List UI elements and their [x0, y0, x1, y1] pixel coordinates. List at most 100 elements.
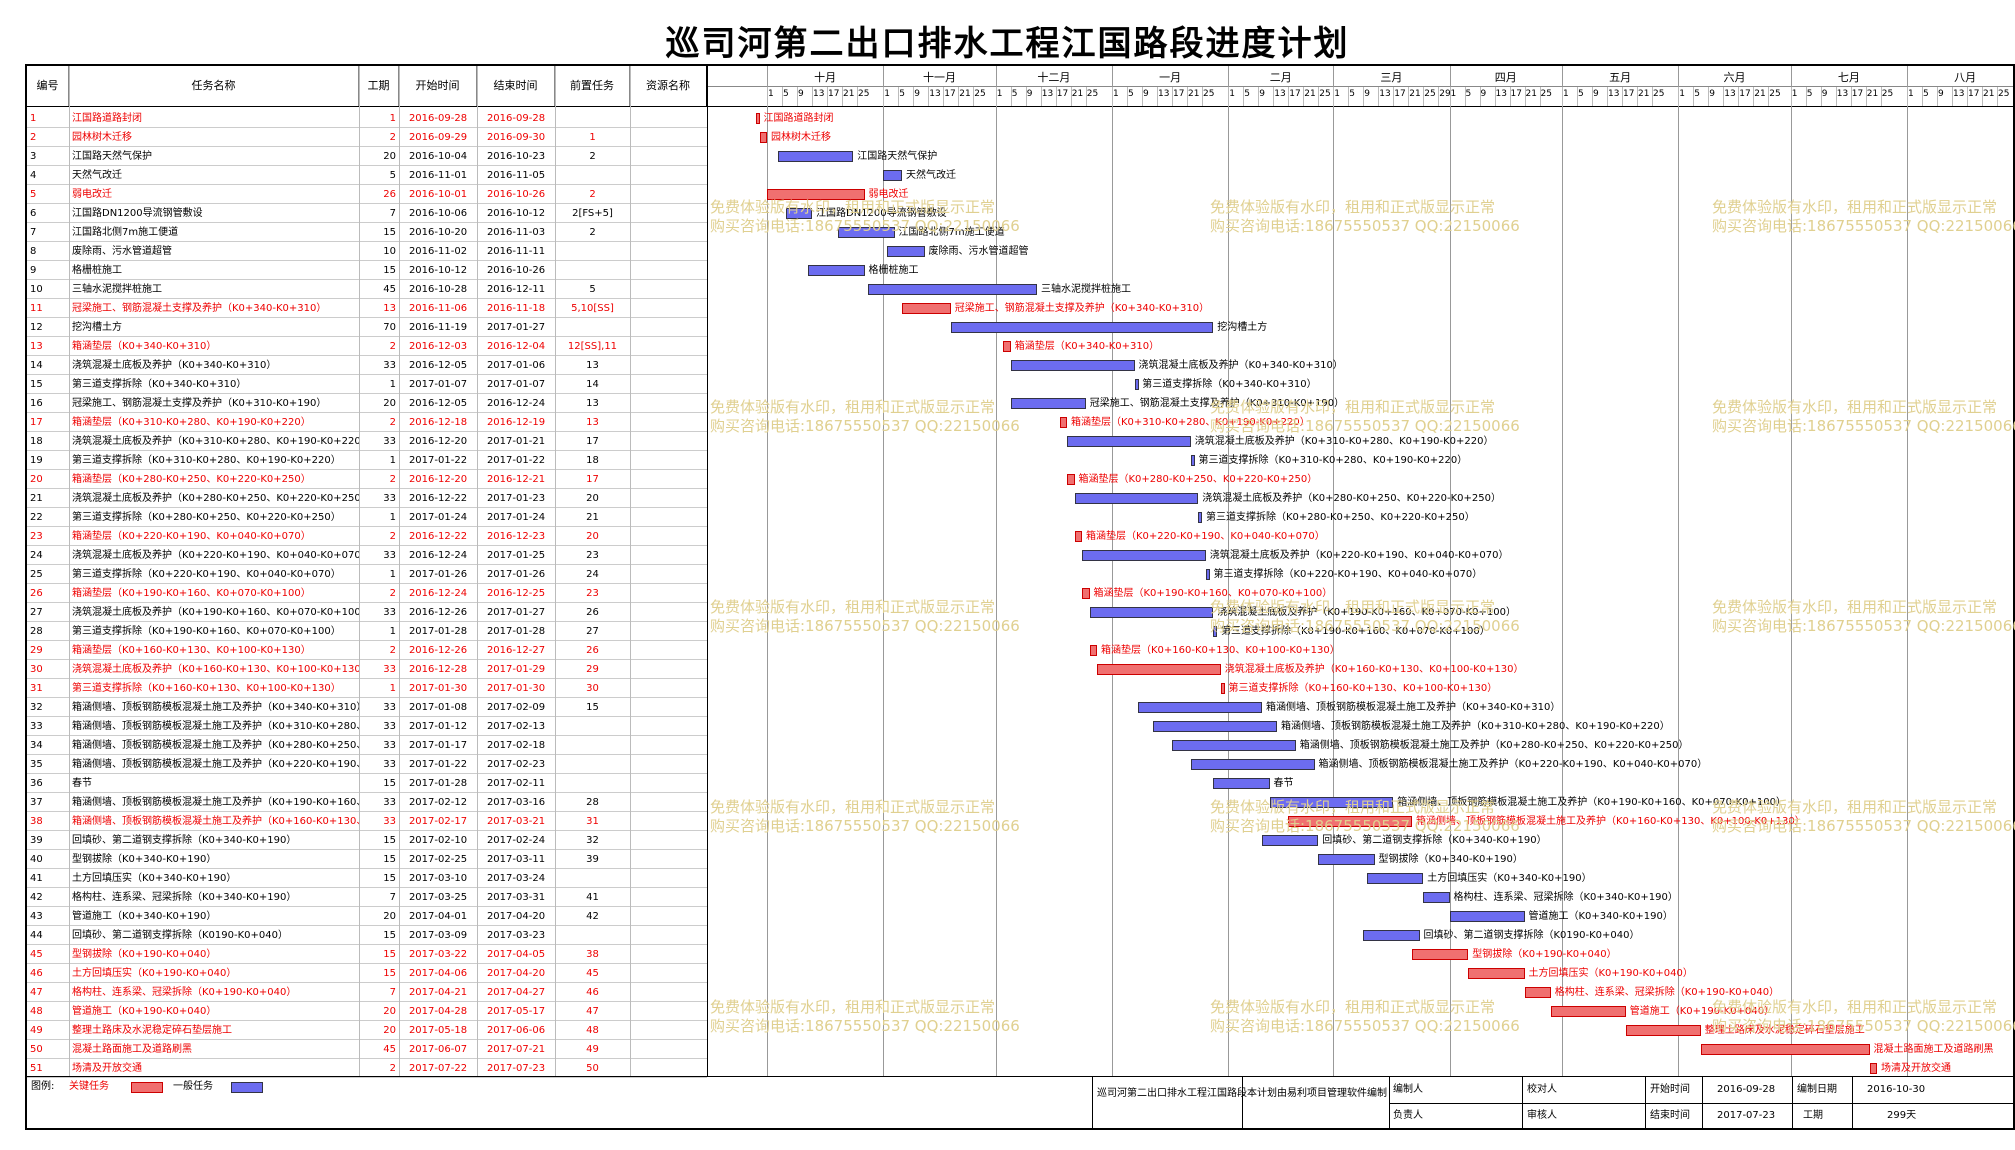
gantt-bar[interactable]	[838, 227, 895, 238]
table-row[interactable]: 35 箱涵侧墙、顶板钢筋模板混凝土施工及养护（K0+220-K0+190、K0+0…	[27, 755, 707, 774]
table-row[interactable]: 11 冠梁施工、钢筋混凝土支撑及养护（K0+340-K0+310） 13 2016-1…	[27, 299, 707, 318]
table-row[interactable]: 42 格构柱、连系梁、冠梁拆除（K0+340-K0+190） 7 2017-03-25…	[27, 888, 707, 907]
gantt-bar[interactable]	[1190, 759, 1315, 770]
table-row[interactable]: 50 混凝土路面施工及道路刷黑 45 2017-06-07 2017-07-21 49	[27, 1040, 707, 1059]
gantt-bar[interactable]	[1220, 683, 1225, 694]
table-row[interactable]: 34 箱涵侧墙、顶板钢筋模板混凝土施工及养护（K0+280-K0+250、K0+2…	[27, 736, 707, 755]
gantt-bar[interactable]	[1172, 740, 1296, 751]
gantt-bar[interactable]	[1550, 1006, 1626, 1017]
table-row[interactable]: 51 场清及开放交通 2 2017-07-22 2017-07-23 50	[27, 1059, 707, 1078]
gantt-bar[interactable]	[1138, 702, 1262, 713]
gantt-bar[interactable]	[1468, 968, 1525, 979]
table-row[interactable]: 6 江国路DN1200导流钢管敷设 7 2016-10-06 2016-10-12 2[F…	[27, 204, 707, 223]
table-row[interactable]: 39 回填砂、第二道钢支撑拆除（K0+340-K0+190） 15 2017-02-1…	[27, 831, 707, 850]
gantt-bar[interactable]	[883, 170, 902, 181]
table-row[interactable]: 41 土方回填压实（K0+340-K0+190） 15 2017-03-10 2017-…	[27, 869, 707, 888]
gantt-bar[interactable]	[1089, 645, 1097, 656]
gantt-bar[interactable]	[1010, 398, 1086, 409]
gantt-bar[interactable]	[1423, 892, 1450, 903]
table-row[interactable]: 5 弱电改迁 26 2016-10-01 2016-10-26 2	[27, 185, 707, 204]
table-row[interactable]: 22 第三道支撑拆除（K0+280-K0+250、K0+220-K0+250） 1 2…	[27, 508, 707, 527]
table-row[interactable]: 19 第三道支撑拆除（K0+310-K0+280、K0+190-K0+220） 1 2…	[27, 451, 707, 470]
table-row[interactable]: 9 格栅桩施工 15 2016-10-12 2016-10-26	[27, 261, 707, 280]
table-row[interactable]: 32 箱涵侧墙、顶板钢筋模板混凝土施工及养护（K0+340-K0+310） 33 20…	[27, 698, 707, 717]
gantt-bar[interactable]	[1700, 1044, 1870, 1055]
table-row[interactable]: 29 箱涵垫层（K0+160-K0+130、K0+100-K0+130） 2 2016…	[27, 641, 707, 660]
table-row[interactable]: 17 箱涵垫层（K0+310-K0+280、K0+190-K0+220） 2 2016…	[27, 413, 707, 432]
table-row[interactable]: 30 浇筑混凝土底板及养护（K0+160-K0+130、K0+100-K0+130…	[27, 660, 707, 679]
table-row[interactable]: 18 浇筑混凝土底板及养护（K0+310-K0+280、K0+190-K0+220…	[27, 432, 707, 451]
table-row[interactable]: 15 第三道支撑拆除（K0+340-K0+310） 1 2017-01-07 2017-…	[27, 375, 707, 394]
gantt-bar[interactable]	[808, 265, 865, 276]
table-row[interactable]: 12 挖沟槽土方 70 2016-11-19 2017-01-27	[27, 318, 707, 337]
table-row[interactable]: 3 江国路天然气保护 20 2016-10-04 2016-10-23 2	[27, 147, 707, 166]
table-row[interactable]: 46 土方回填压实（K0+190-K0+040） 15 2017-04-06 2017-…	[27, 964, 707, 983]
gantt-bar[interactable]	[1363, 930, 1420, 941]
table-row[interactable]: 33 箱涵侧墙、顶板钢筋模板混凝土施工及养护（K0+310-K0+280、K0+1…	[27, 717, 707, 736]
gantt-bar[interactable]	[785, 208, 812, 219]
gantt-bar[interactable]	[1198, 512, 1203, 523]
table-row[interactable]: 26 箱涵垫层（K0+190-K0+160、K0+070-K0+100） 2 2016…	[27, 584, 707, 603]
gantt-bar[interactable]	[1412, 949, 1469, 960]
table-row[interactable]: 21 浇筑混凝土底板及养护（K0+280-K0+250、K0+220-K0+250…	[27, 489, 707, 508]
gantt-bar[interactable]	[1003, 341, 1011, 352]
gantt-bar[interactable]	[1089, 607, 1214, 618]
table-row[interactable]: 48 管道施工（K0+190-K0+040） 20 2017-04-28 2017-05…	[27, 1002, 707, 1021]
gantt-bar[interactable]	[1082, 550, 1206, 561]
table-row[interactable]: 28 第三道支撑拆除（K0+190-K0+160、K0+070-K0+100） 1 2…	[27, 622, 707, 641]
gantt-bar[interactable]	[1367, 873, 1424, 884]
gantt-bar[interactable]	[1067, 436, 1191, 447]
gantt-bar[interactable]	[1269, 797, 1394, 808]
gantt-bar[interactable]	[887, 246, 925, 257]
table-row[interactable]: 14 浇筑混凝土底板及养护（K0+340-K0+310） 33 2016-12-05 2…	[27, 356, 707, 375]
gantt-bar[interactable]	[1318, 854, 1375, 865]
table-row[interactable]: 37 箱涵侧墙、顶板钢筋模板混凝土施工及养护（K0+190-K0+160、K0+0…	[27, 793, 707, 812]
table-row[interactable]: 40 型钢拔除（K0+340-K0+190） 15 2017-02-25 2017-03…	[27, 850, 707, 869]
gantt-bar[interactable]	[1869, 1063, 1877, 1074]
table-row[interactable]: 49 整理土路床及水泥稳定碎石垫层施工 20 2017-05-18 2017-06-06…	[27, 1021, 707, 1040]
table-row[interactable]: 2 园林树木迁移 2 2016-09-29 2016-09-30 1	[27, 128, 707, 147]
gantt-bar[interactable]	[1262, 835, 1319, 846]
table-row[interactable]: 13 箱涵垫层（K0+340-K0+310） 2 2016-12-03 2016-12-…	[27, 337, 707, 356]
gantt-bar[interactable]	[1134, 379, 1139, 390]
gantt-bar[interactable]	[1097, 664, 1221, 675]
gantt-bar[interactable]	[1524, 987, 1551, 998]
table-row[interactable]: 44 回填砂、第二道钢支撑拆除（K0190-K0+040） 15 2017-03-09…	[27, 926, 707, 945]
table-row[interactable]: 25 第三道支撑拆除（K0+220-K0+190、K0+040-K0+070） 1 2…	[27, 565, 707, 584]
table-row[interactable]: 16 冠梁施工、钢筋混凝土支撑及养护（K0+310-K0+190） 20 2016-1…	[27, 394, 707, 413]
gantt-bar[interactable]	[1074, 493, 1199, 504]
gantt-bar[interactable]	[1059, 417, 1067, 428]
table-row[interactable]: 20 箱涵垫层（K0+280-K0+250、K0+220-K0+250） 2 2016…	[27, 470, 707, 489]
gantt-bar[interactable]	[1067, 474, 1075, 485]
gantt-bar[interactable]	[902, 303, 951, 314]
gantt-bar[interactable]	[1625, 1025, 1701, 1036]
gantt-bar[interactable]	[1449, 911, 1525, 922]
gantt-bar[interactable]	[868, 284, 1037, 295]
table-row[interactable]: 45 型钢拔除（K0+190-K0+040） 15 2017-03-22 2017-04…	[27, 945, 707, 964]
gantt-bar[interactable]	[767, 189, 865, 200]
table-row[interactable]: 7 江国路北侧7m施工便道 15 2016-10-20 2016-11-03 2	[27, 223, 707, 242]
table-row[interactable]: 23 箱涵垫层（K0+220-K0+190、K0+040-K0+070） 2 2016…	[27, 527, 707, 546]
gantt-bar[interactable]	[1190, 455, 1195, 466]
gantt-bar[interactable]	[778, 151, 854, 162]
gantt-bar[interactable]	[1205, 569, 1210, 580]
table-row[interactable]: 10 三轴水泥搅拌桩施工 45 2016-10-28 2016-12-11 5	[27, 280, 707, 299]
table-row[interactable]: 36 春节 15 2017-01-28 2017-02-11	[27, 774, 707, 793]
table-row[interactable]: 43 管道施工（K0+340-K0+190） 20 2017-04-01 2017-04…	[27, 907, 707, 926]
gantt-bar[interactable]	[759, 132, 767, 143]
gantt-bar[interactable]	[1074, 531, 1082, 542]
table-row[interactable]: 1 江国路道路封闭 1 2016-09-28 2016-09-28	[27, 109, 707, 128]
gantt-bar[interactable]	[1288, 816, 1412, 827]
gantt-bar[interactable]	[1082, 588, 1090, 599]
gantt-bar[interactable]	[755, 113, 760, 124]
gantt-bar[interactable]	[1213, 778, 1270, 789]
table-row[interactable]: 24 浇筑混凝土底板及养护（K0+220-K0+190、K0+040-K0+070…	[27, 546, 707, 565]
table-row[interactable]: 27 浇筑混凝土底板及养护（K0+190-K0+160、K0+070-K0+100…	[27, 603, 707, 622]
gantt-bar[interactable]	[1153, 721, 1277, 732]
table-row[interactable]: 47 格构柱、连系梁、冠梁拆除（K0+190-K0+040） 7 2017-04-21…	[27, 983, 707, 1002]
table-row[interactable]: 38 箱涵侧墙、顶板钢筋模板混凝土施工及养护（K0+160-K0+130、K0+1…	[27, 812, 707, 831]
gantt-bar[interactable]	[1213, 626, 1218, 637]
gantt-bar[interactable]	[1010, 360, 1135, 371]
table-row[interactable]: 31 第三道支撑拆除（K0+160-K0+130、K0+100-K0+130） 1 2…	[27, 679, 707, 698]
table-row[interactable]: 8 废除雨、污水管道超管 10 2016-11-02 2016-11-11	[27, 242, 707, 261]
